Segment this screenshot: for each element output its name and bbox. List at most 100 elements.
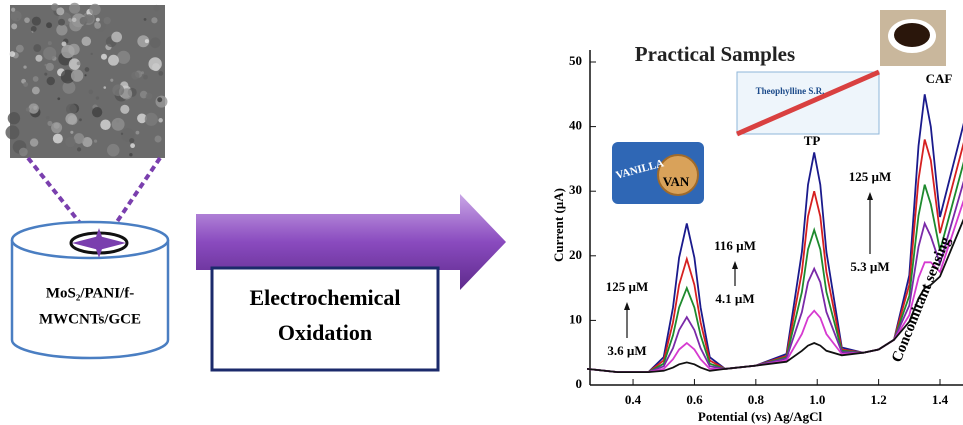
sem-grain — [111, 32, 122, 43]
sem-grain — [11, 11, 22, 22]
peak-label: CAF — [926, 71, 953, 86]
sem-grain — [94, 140, 97, 143]
conc-arrowhead — [732, 261, 738, 269]
conc-from: 5.3 µM — [850, 259, 889, 274]
graphical-abstract: MoS₂/PANI/f- MWCNTs/GCE Electrochemical … — [0, 0, 963, 425]
sem-grain — [144, 18, 147, 21]
sem-grain — [56, 7, 64, 15]
sem-grain — [26, 107, 30, 111]
sem-grain — [71, 69, 83, 81]
sem-grain — [112, 84, 124, 96]
sem-grain — [19, 148, 28, 157]
sem-grain — [82, 36, 92, 46]
x-tick-label: 0.4 — [625, 392, 642, 407]
x-tick-label: 1.4 — [932, 392, 949, 407]
y-tick-label: 40 — [569, 118, 582, 133]
sem-grain — [85, 74, 87, 76]
sem-grain — [145, 113, 158, 126]
sem-grain — [129, 138, 134, 143]
sem-grain — [53, 134, 63, 144]
x-tick-label: 1.2 — [870, 392, 886, 407]
process-text: Oxidation — [278, 320, 372, 345]
sem-grain — [9, 51, 15, 57]
conc-arrowhead — [867, 192, 873, 200]
sem-grain — [89, 4, 100, 15]
sem-grain — [72, 18, 77, 23]
process-text: Electrochemical — [249, 285, 400, 310]
x-tick-label: 1.0 — [809, 392, 825, 407]
sem-grain — [96, 96, 99, 99]
sem-grain — [56, 24, 67, 35]
y-tick-label: 20 — [569, 247, 582, 262]
sem-grain — [84, 14, 93, 23]
sem-grain — [156, 96, 168, 108]
sem-grain — [136, 131, 140, 135]
sem-grain — [155, 136, 162, 143]
sem-grain — [46, 22, 52, 28]
sem-grain — [77, 61, 81, 65]
sem-grain — [65, 113, 76, 124]
electrode-label: MWCNTs/GCE — [39, 311, 141, 327]
sem-grain — [35, 55, 42, 62]
sem-grain — [28, 103, 38, 113]
sem-grain — [24, 17, 30, 23]
sem-grain — [23, 65, 26, 68]
sem-grain — [58, 19, 65, 26]
sem-grain — [101, 54, 107, 60]
peak-label: TP — [804, 133, 821, 148]
tablet-label: Theophylline S.R. — [756, 86, 825, 96]
sem-grain — [79, 118, 82, 121]
sem-grain — [108, 55, 119, 66]
sem-grain — [68, 18, 72, 22]
sem-grain — [33, 76, 39, 82]
conc-to: 125 µM — [849, 169, 892, 184]
sem-grain — [11, 23, 17, 29]
x-axis-label: Potential (vs) Ag/AgCl — [698, 409, 823, 424]
sem-grain — [143, 75, 148, 80]
sem-grain — [141, 71, 144, 74]
sem-grain — [5, 125, 19, 139]
sem-grain — [116, 120, 119, 123]
sem-grain — [89, 90, 94, 95]
sem-grain — [158, 118, 163, 123]
sem-grain — [31, 26, 37, 32]
sem-grain — [151, 17, 157, 23]
sem-grain — [153, 5, 159, 11]
sem-grain — [104, 17, 111, 24]
conc-to: 116 µM — [714, 238, 756, 253]
sem-grain — [130, 143, 135, 148]
sem-grain — [107, 144, 119, 156]
conc-to: 125 µM — [606, 279, 649, 294]
y-tick-label: 50 — [569, 53, 582, 68]
sem-grain — [92, 107, 102, 117]
sem-grain — [150, 37, 161, 48]
sem-grain — [33, 44, 41, 52]
sem-grain — [51, 122, 62, 133]
x-tick-label: 0.8 — [748, 392, 765, 407]
sem-grain — [158, 71, 163, 76]
sem-grain — [46, 63, 54, 71]
electrode-label: MoS₂/PANI/f- — [46, 285, 134, 301]
conc-arrowhead — [624, 302, 630, 310]
sem-grain — [69, 3, 80, 14]
sem-grain — [32, 17, 41, 26]
sem-grain — [77, 147, 81, 151]
x-tick-label: 0.6 — [686, 392, 703, 407]
sem-grain — [91, 53, 93, 55]
y-tick-label: 10 — [569, 311, 582, 326]
sem-grain — [61, 45, 74, 58]
sem-grain — [129, 153, 132, 156]
sem-grain — [94, 22, 101, 29]
sem-grain — [65, 137, 75, 147]
sem-grain — [120, 105, 129, 114]
sem-grain — [46, 116, 50, 120]
y-tick-label: 0 — [576, 376, 583, 391]
sem-grain — [145, 39, 149, 43]
sem-grain — [100, 119, 110, 129]
sem-grain — [152, 63, 160, 71]
y-tick-label: 30 — [569, 182, 582, 197]
sem-grain — [43, 47, 56, 60]
sem-grain — [8, 112, 20, 124]
sem-grain — [45, 64, 47, 66]
sem-grain — [30, 138, 38, 146]
